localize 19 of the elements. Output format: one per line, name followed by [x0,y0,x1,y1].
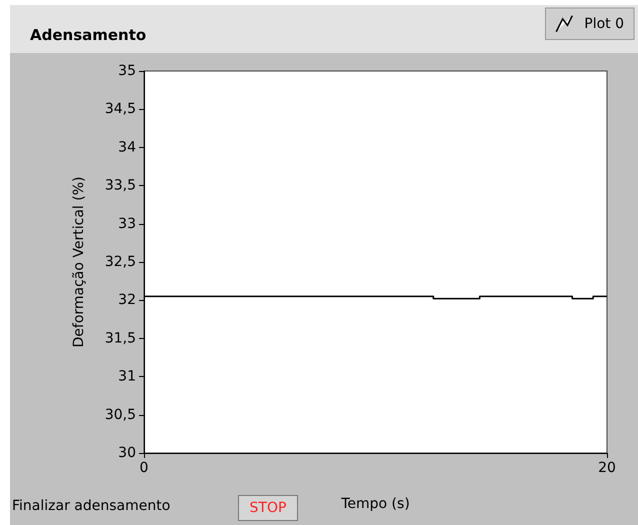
y-axis-title: Deformação Vertical (%) [71,176,87,348]
x-axis-title: Tempo (s) [340,496,410,512]
stop-button: STOP [238,495,298,521]
y-tick-label: 32,5 [104,254,136,270]
y-tick-label: 30,5 [104,406,136,423]
y-tick-label: 35 [118,63,136,79]
y-tick-label: 32 [118,292,136,308]
y-tick-label: 30 [118,445,136,461]
x-tick-label: 20 [598,460,616,476]
text: Finalizar adensamento [12,498,170,514]
y-tick-label: 33,5 [104,178,136,194]
x-tick-label: 0 [140,460,148,476]
chart-title: Adensamento [30,26,146,44]
y-tick-label: 34 [118,139,136,156]
y-tick-label: 31,5 [104,330,136,346]
y-tick-label: 34,5 [104,101,136,118]
y-tick-label: 33 [118,216,136,232]
y-tick-label: 31 [118,368,136,385]
legend-label: Plot 0 [584,16,624,32]
